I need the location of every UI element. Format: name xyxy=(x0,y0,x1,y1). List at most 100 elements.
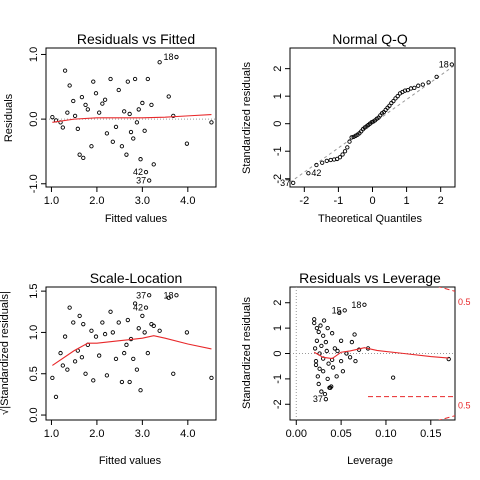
data-point xyxy=(77,313,82,319)
data-point xyxy=(132,301,138,306)
data-point xyxy=(67,305,72,310)
y-tick-label: -2 xyxy=(272,174,284,184)
data-point xyxy=(110,330,115,335)
data-point xyxy=(328,157,333,163)
y-tick-label: 0.0 xyxy=(28,407,40,422)
x-tick-label: 0.05 xyxy=(330,428,351,440)
data-point xyxy=(85,107,90,112)
data-point xyxy=(116,87,121,93)
data-point xyxy=(124,152,129,157)
data-point xyxy=(132,76,138,82)
y-tick-label: 0 xyxy=(272,121,284,127)
cooks-distance-contour xyxy=(438,415,455,420)
data-point xyxy=(426,80,431,85)
y-axis-label: Standardized residuals xyxy=(241,62,253,174)
data-point xyxy=(322,391,328,397)
panel-title: Normal Q-Q xyxy=(332,31,408,47)
data-point xyxy=(434,74,439,80)
data-point xyxy=(324,158,329,164)
data-point xyxy=(128,129,134,135)
data-point xyxy=(75,126,80,131)
x-axis-label: Fitted values xyxy=(99,455,162,467)
x-tick-label: 3.0 xyxy=(135,428,150,440)
x-tick-label: 1.0 xyxy=(44,428,59,440)
panel-title: Scale-Location xyxy=(90,270,183,286)
data-point xyxy=(338,338,344,343)
data-point xyxy=(316,329,321,335)
x-tick-label: 0.00 xyxy=(286,428,307,440)
x-tick-label: 4.0 xyxy=(180,428,195,440)
data-point xyxy=(83,371,88,376)
x-tick-label: 2.0 xyxy=(89,428,104,440)
data-point xyxy=(136,107,141,112)
panel-title: Residuals vs Leverage xyxy=(299,270,441,286)
residuals-vs-leverage-panel: Residuals vs Leverage Leverage Standardi… xyxy=(241,270,471,467)
data-point xyxy=(335,348,340,354)
data-point xyxy=(72,113,78,119)
data-point xyxy=(330,365,336,370)
point-label: 18 xyxy=(163,290,173,300)
data-point xyxy=(416,83,421,88)
data-point xyxy=(104,373,110,378)
data-point xyxy=(313,358,319,364)
data-point xyxy=(145,350,150,356)
data-point xyxy=(345,145,350,150)
data-point xyxy=(124,342,129,347)
qq-reference-line xyxy=(290,64,455,183)
data-point xyxy=(81,322,86,327)
panel-title: Residuals vs Fitted xyxy=(77,31,195,47)
data-point xyxy=(171,371,176,376)
data-point xyxy=(312,346,318,351)
data-point xyxy=(313,362,319,368)
data-point xyxy=(89,328,94,333)
data-point xyxy=(151,323,156,328)
data-point xyxy=(174,54,179,60)
data-point xyxy=(93,91,99,96)
data-point xyxy=(151,162,156,167)
scale-location-panel: Scale-Location Fitted values √|Standardi… xyxy=(0,270,217,467)
data-point xyxy=(93,334,99,339)
data-point xyxy=(122,109,127,114)
data-point xyxy=(131,136,136,141)
y-tick-label: 0.0 xyxy=(28,111,40,126)
cooks-distance-label: 0.5 xyxy=(458,401,471,411)
data-point xyxy=(110,139,115,144)
data-point xyxy=(138,388,143,393)
data-point xyxy=(337,155,343,160)
data-point xyxy=(174,293,179,298)
x-tick-label: 3.0 xyxy=(135,195,150,207)
data-point xyxy=(362,302,367,307)
y-axis-label: Standardized residuals xyxy=(241,297,253,409)
y-tick-label: 1.0 xyxy=(28,47,40,62)
data-point xyxy=(97,110,102,115)
data-point xyxy=(62,68,68,73)
x-axis-label: Fitted values xyxy=(105,213,168,225)
data-point xyxy=(314,162,319,168)
x-tick-label: 2 xyxy=(438,195,444,207)
data-point xyxy=(127,111,132,117)
data-point xyxy=(449,62,454,67)
y-tick-label: 2 xyxy=(272,300,284,306)
cooks-distance-label: 0.5 xyxy=(458,297,471,307)
data-point xyxy=(140,313,145,319)
data-point xyxy=(329,384,334,389)
data-point xyxy=(326,361,331,366)
data-point xyxy=(314,338,320,343)
data-point xyxy=(391,98,396,104)
data-point xyxy=(319,389,324,394)
data-point xyxy=(420,82,425,87)
y-tick-label: 0 xyxy=(272,350,284,356)
data-point xyxy=(157,60,162,65)
plot-area xyxy=(290,287,455,420)
data-point xyxy=(91,378,96,383)
data-point xyxy=(312,317,317,322)
x-tick-label: 0.15 xyxy=(420,428,441,440)
data-point xyxy=(317,366,322,371)
smoother-line xyxy=(52,335,212,366)
data-point xyxy=(323,397,329,402)
point-label: 42 xyxy=(133,303,143,313)
data-point xyxy=(147,178,152,183)
y-tick-label: 1.5 xyxy=(28,283,40,298)
data-point xyxy=(125,317,130,323)
data-point xyxy=(102,331,108,337)
